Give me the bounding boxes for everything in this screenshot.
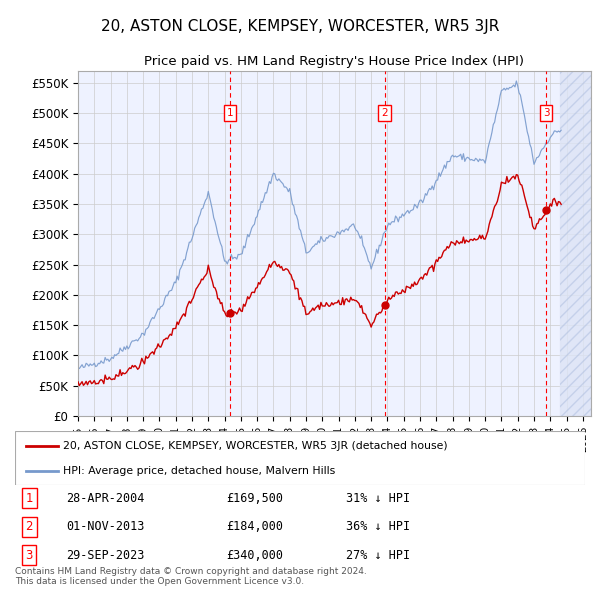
Text: 1: 1: [226, 108, 233, 118]
Text: £169,500: £169,500: [226, 491, 283, 504]
Text: 28-APR-2004: 28-APR-2004: [66, 491, 145, 504]
Text: Contains HM Land Registry data © Crown copyright and database right 2024.
This d: Contains HM Land Registry data © Crown c…: [15, 567, 367, 586]
Text: HPI: Average price, detached house, Malvern Hills: HPI: Average price, detached house, Malv…: [64, 467, 336, 476]
Text: £340,000: £340,000: [226, 549, 283, 562]
Text: 1: 1: [25, 491, 33, 504]
Text: 36% ↓ HPI: 36% ↓ HPI: [346, 520, 410, 533]
Text: 01-NOV-2013: 01-NOV-2013: [66, 520, 145, 533]
Bar: [560, 71, 591, 416]
Title: Price paid vs. HM Land Registry's House Price Index (HPI): Price paid vs. HM Land Registry's House …: [145, 55, 524, 68]
Text: 27% ↓ HPI: 27% ↓ HPI: [346, 549, 410, 562]
Text: 29-SEP-2023: 29-SEP-2023: [66, 549, 145, 562]
Text: 31% ↓ HPI: 31% ↓ HPI: [346, 491, 410, 504]
Text: 20, ASTON CLOSE, KEMPSEY, WORCESTER, WR5 3JR: 20, ASTON CLOSE, KEMPSEY, WORCESTER, WR5…: [101, 19, 499, 34]
Bar: [560, 71, 591, 416]
Text: 2: 2: [25, 520, 33, 533]
FancyBboxPatch shape: [15, 431, 585, 485]
Text: £184,000: £184,000: [226, 520, 283, 533]
Text: 3: 3: [543, 108, 550, 118]
Text: 20, ASTON CLOSE, KEMPSEY, WORCESTER, WR5 3JR (detached house): 20, ASTON CLOSE, KEMPSEY, WORCESTER, WR5…: [64, 441, 448, 451]
Text: 3: 3: [26, 549, 33, 562]
Text: 2: 2: [382, 108, 388, 118]
